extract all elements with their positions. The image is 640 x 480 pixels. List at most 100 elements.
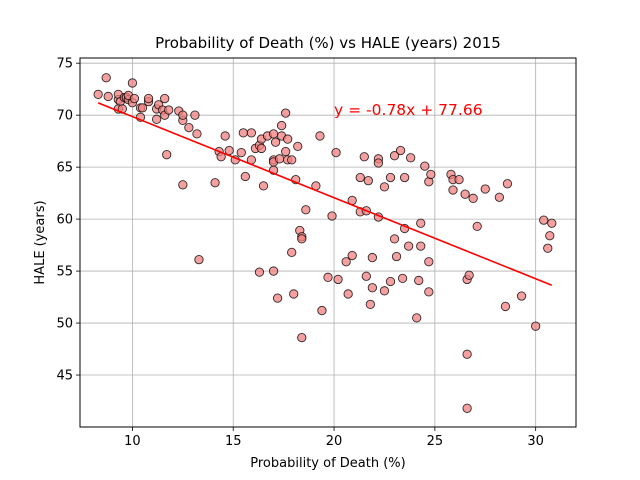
data-point: [293, 141, 303, 152]
data-point: [178, 110, 188, 120]
x-tick-label: 10: [124, 434, 141, 449]
y-tick-label: 75: [56, 57, 73, 72]
data-point: [164, 105, 174, 115]
data-point: [468, 193, 478, 203]
data-point: [236, 147, 246, 158]
data-point: [103, 91, 113, 102]
data-point: [462, 403, 472, 413]
data-point: [283, 134, 293, 144]
data-point: [460, 189, 470, 199]
y-tick-label: 50: [56, 317, 73, 332]
y-axis-label: HALE (years): [33, 200, 48, 284]
y-tick-label: 45: [56, 369, 73, 384]
chart-title: Probability of Death (%) vs HALE (years)…: [155, 34, 501, 52]
data-point: [426, 169, 436, 180]
data-point: [137, 103, 148, 113]
data-point: [127, 78, 138, 88]
regression-line: [97, 102, 553, 287]
data-point: [462, 349, 472, 359]
data-point: [395, 145, 406, 156]
data-point: [256, 143, 267, 154]
data-point: [480, 184, 490, 194]
data-point: [281, 146, 291, 157]
data-point: [220, 131, 230, 141]
plot-frame: [79, 57, 577, 428]
data-point: [210, 178, 220, 188]
data-point: [276, 120, 287, 131]
data-point: [545, 231, 555, 241]
data-point: [359, 152, 369, 162]
data-point: [289, 289, 299, 299]
data-point: [365, 299, 375, 309]
data-point: [539, 215, 549, 225]
data-point: [420, 161, 430, 171]
data-point: [254, 267, 265, 277]
data-point: [240, 171, 250, 182]
data-point: [178, 180, 188, 190]
data-point: [184, 122, 194, 133]
y-tick-label: 65: [56, 161, 73, 176]
data-point: [343, 289, 353, 299]
data-point: [315, 131, 325, 141]
data-point: [331, 147, 341, 158]
data-point: [367, 252, 378, 263]
data-point: [268, 129, 279, 139]
data-point: [373, 158, 384, 168]
data-point: [424, 257, 434, 267]
data-point: [281, 108, 291, 118]
data-point: [547, 218, 557, 228]
data-point: [385, 276, 396, 287]
data-point: [151, 114, 162, 124]
data-point: [424, 287, 434, 297]
data-point: [160, 93, 170, 104]
data-point: [190, 110, 200, 120]
data-point: [317, 305, 327, 316]
data-point: [246, 128, 257, 138]
data-point: [412, 313, 422, 323]
data-point: [224, 145, 234, 156]
data-point: [389, 151, 400, 161]
data-point: [500, 301, 511, 312]
regression-line-group: [97, 102, 553, 287]
data-point: [327, 211, 337, 221]
data-point: [363, 176, 373, 186]
data-point: [416, 218, 426, 228]
data-point: [516, 291, 527, 301]
y-tick-label: 55: [56, 265, 73, 280]
y-tick-label: 70: [56, 109, 73, 124]
data-point: [379, 182, 390, 192]
data-point: [192, 129, 202, 139]
data-point: [367, 283, 378, 293]
data-point: [301, 205, 311, 215]
y-tick-label: 60: [56, 213, 73, 228]
data-point: [502, 179, 513, 189]
data-point: [258, 181, 269, 191]
data-point: [129, 93, 140, 104]
data-point: [494, 192, 505, 202]
data-point: [397, 273, 408, 284]
data-point: [385, 172, 396, 183]
data-point: [355, 172, 365, 183]
data-point: [297, 234, 307, 244]
data-point: [162, 150, 172, 160]
data-point: [416, 241, 426, 251]
data-point: [238, 128, 248, 138]
data-point: [389, 234, 400, 244]
data-point: [270, 137, 281, 147]
data-point: [268, 266, 279, 276]
data-point: [404, 241, 414, 251]
x-tick-label: 20: [326, 434, 343, 449]
data-point: [448, 185, 458, 195]
data-point: [347, 250, 357, 261]
data-point: [341, 257, 351, 267]
regression-equation: y = -0.78x + 77.66: [334, 101, 483, 119]
x-tick-label: 30: [527, 434, 544, 449]
data-point: [543, 243, 553, 253]
x-tick-label: 15: [225, 434, 242, 449]
data-point: [101, 73, 111, 83]
data-point: [297, 332, 307, 343]
data-point: [472, 221, 482, 232]
y-axis-ticks: 45 50 55 60 65 70 75: [56, 57, 80, 384]
data-point: [333, 274, 343, 285]
